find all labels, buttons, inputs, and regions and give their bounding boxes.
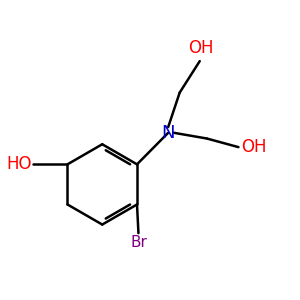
Text: N: N (161, 124, 175, 142)
Text: OH: OH (241, 138, 267, 156)
Text: OH: OH (188, 39, 214, 57)
Text: HO: HO (6, 155, 31, 173)
Text: Br: Br (130, 235, 147, 250)
